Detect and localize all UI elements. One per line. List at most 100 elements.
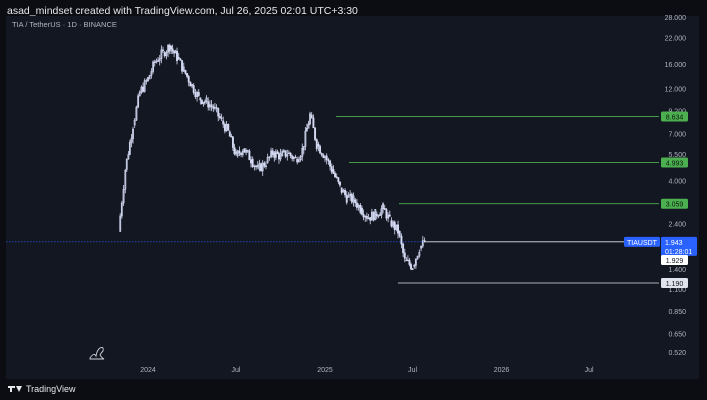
- candle-body: [278, 153, 280, 160]
- candle-body: [135, 106, 138, 121]
- y-tick-label: 2.400: [668, 222, 686, 229]
- tradingview-logo-icon: [8, 385, 22, 393]
- candle-body: [347, 195, 350, 198]
- level-price-tag: [661, 111, 688, 122]
- candle-body: [342, 190, 345, 193]
- candle-body: [370, 211, 373, 221]
- candle-body: [187, 76, 190, 83]
- candle-body: [416, 255, 419, 260]
- candle-body: [177, 56, 180, 60]
- x-tick-label: Jul: [232, 367, 241, 374]
- candle-body: [360, 207, 363, 215]
- y-tick-label: 12.000: [665, 86, 687, 93]
- candle-body: [125, 158, 128, 170]
- candle-body: [414, 258, 417, 266]
- candle-body: [233, 147, 236, 155]
- last-price-tag: [661, 236, 697, 256]
- candle-body: [158, 58, 161, 62]
- candle-body: [281, 151, 284, 157]
- candle-body: [119, 215, 122, 232]
- candle-body: [157, 60, 160, 62]
- candle-body: [153, 61, 156, 63]
- candle-body: [173, 50, 176, 54]
- candle-body: [410, 264, 412, 270]
- candle-body: [340, 187, 343, 193]
- y-tick-label: 7.000: [668, 132, 686, 139]
- candle-body: [372, 211, 375, 221]
- candle-body: [400, 235, 403, 245]
- candle-body: [162, 49, 164, 51]
- candle-body: [344, 190, 347, 196]
- candle-body: [200, 99, 203, 104]
- candle-body: [207, 101, 210, 108]
- candle-body: [263, 162, 266, 167]
- candle-body: [402, 243, 405, 254]
- candle-body: [215, 107, 218, 109]
- candle-body: [246, 150, 249, 152]
- candle-body: [196, 92, 199, 97]
- y-tick-label: 0.850: [668, 309, 686, 316]
- candle-body: [352, 195, 355, 203]
- candle-body: [251, 158, 254, 167]
- y-tick-label: 28.000: [665, 15, 687, 22]
- candle-body: [329, 160, 332, 167]
- candle-body: [120, 202, 123, 217]
- candle-body: [279, 153, 282, 160]
- candle-body: [365, 216, 368, 219]
- candle-body: [307, 123, 310, 129]
- y-tick-label: 0.520: [668, 350, 686, 357]
- candle-body: [165, 51, 168, 57]
- candle-body: [182, 66, 185, 72]
- candle-body: [297, 159, 300, 163]
- candle-body: [270, 150, 273, 158]
- candle-body: [181, 60, 184, 72]
- candle-body: [375, 213, 378, 217]
- candle-body: [383, 207, 386, 210]
- candle-body: [337, 177, 340, 183]
- candle-body: [143, 80, 146, 92]
- candle-body: [319, 146, 322, 154]
- candle-body: [350, 193, 353, 203]
- candle-body: [287, 152, 290, 154]
- candle-body: [236, 150, 239, 157]
- candle-body: [192, 85, 195, 93]
- candle-body: [163, 52, 166, 57]
- candle-body: [317, 144, 320, 147]
- candle-body: [240, 152, 243, 155]
- candle-body: [357, 204, 360, 208]
- candle-body: [339, 181, 341, 186]
- candle-body: [393, 221, 396, 230]
- candle-body: [137, 95, 140, 108]
- y-tick-label: 4.000: [668, 179, 686, 186]
- y-tick-label: 22.000: [665, 36, 687, 43]
- candle-body: [378, 214, 381, 216]
- symbol-tag: [624, 236, 660, 247]
- candle-body: [324, 156, 326, 158]
- candle-body: [315, 139, 318, 150]
- candle-body: [320, 153, 323, 156]
- candle-body: [274, 151, 277, 158]
- candle-body: [197, 92, 200, 96]
- candle-body: [220, 117, 223, 119]
- candle-body: [276, 151, 279, 154]
- candle-body: [217, 107, 220, 117]
- candle-body: [189, 81, 192, 87]
- candle-body: [132, 128, 134, 139]
- candle-body: [250, 159, 252, 164]
- candle-body: [241, 150, 244, 155]
- candle-body: [302, 146, 305, 151]
- candle-body: [260, 163, 263, 172]
- candle-body: [150, 71, 153, 76]
- y-tick-label: 5.500: [668, 152, 686, 159]
- candle-body: [369, 217, 372, 221]
- level-price-tag: [661, 157, 688, 168]
- candle-body: [325, 155, 328, 160]
- candle-body: [349, 193, 352, 197]
- candle-body: [377, 215, 380, 217]
- candle-body: [301, 148, 304, 157]
- candle-body: [418, 252, 421, 257]
- level-price-label: 4.993: [666, 161, 684, 168]
- candle-body: [202, 101, 205, 104]
